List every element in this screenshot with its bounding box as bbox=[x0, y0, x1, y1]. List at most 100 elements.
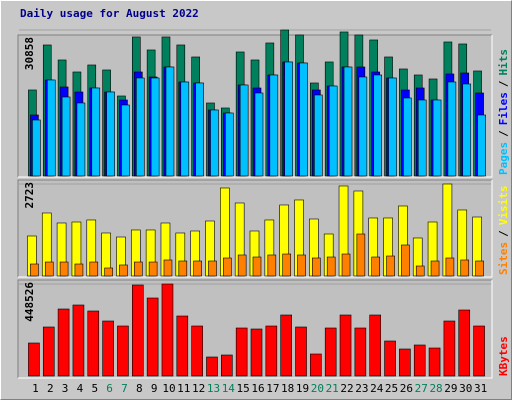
bar bbox=[57, 308, 70, 377]
bar bbox=[221, 354, 233, 377]
bar bbox=[358, 76, 368, 177]
x-tick-label: 23 bbox=[355, 382, 368, 395]
bar bbox=[369, 314, 382, 377]
bar bbox=[473, 325, 485, 377]
bar bbox=[297, 254, 306, 277]
plot-border bbox=[17, 179, 492, 277]
bar bbox=[447, 81, 457, 177]
bar bbox=[208, 260, 217, 277]
x-tick-label: 26 bbox=[400, 382, 413, 395]
bar bbox=[417, 99, 427, 177]
bar bbox=[44, 261, 54, 277]
bar bbox=[46, 79, 56, 177]
bar bbox=[61, 96, 71, 177]
bar bbox=[91, 87, 101, 177]
legend: Pages / Files / Hits bbox=[497, 49, 510, 175]
plot-border bbox=[17, 34, 492, 177]
plot-border-light bbox=[18, 35, 493, 178]
y-tick-label: 30858 bbox=[23, 37, 36, 70]
x-tick-label: 28 bbox=[429, 382, 442, 395]
plot-border-light bbox=[18, 280, 493, 379]
bar bbox=[178, 260, 188, 277]
bar bbox=[206, 356, 218, 377]
bar bbox=[267, 254, 277, 277]
x-tick-label: 21 bbox=[326, 382, 339, 395]
legend: KBytes bbox=[497, 336, 510, 376]
x-tick-label: 11 bbox=[177, 382, 190, 395]
plot-border bbox=[17, 279, 492, 378]
bar bbox=[121, 104, 130, 177]
bar bbox=[445, 257, 455, 277]
bar bbox=[131, 284, 144, 377]
legend-entry: Pages bbox=[497, 142, 510, 175]
x-tick-label: 29 bbox=[444, 382, 457, 395]
bar bbox=[401, 244, 410, 277]
bar bbox=[119, 264, 128, 277]
bar bbox=[343, 66, 353, 177]
x-tick-label: 18 bbox=[281, 382, 294, 395]
bar bbox=[477, 114, 486, 177]
x-tick-label: 3 bbox=[62, 382, 69, 395]
bar bbox=[326, 256, 336, 277]
bar bbox=[299, 62, 308, 177]
x-tick-label: 16 bbox=[251, 382, 264, 395]
bar bbox=[413, 344, 426, 377]
bar bbox=[135, 77, 145, 177]
bar bbox=[403, 97, 412, 177]
bar bbox=[324, 327, 337, 377]
bar bbox=[117, 325, 129, 377]
legend-entry: Files bbox=[497, 92, 510, 125]
y-tick-label: 2723 bbox=[23, 182, 36, 209]
bar bbox=[312, 257, 321, 277]
bar bbox=[106, 91, 115, 177]
bar bbox=[104, 267, 113, 277]
bar bbox=[443, 320, 456, 377]
x-tick-label: 13 bbox=[207, 382, 220, 395]
x-tick-label: 20 bbox=[311, 382, 324, 395]
x-tick-label: 15 bbox=[237, 382, 250, 395]
x-tick-label: 7 bbox=[121, 382, 128, 395]
bar bbox=[42, 326, 55, 377]
bar bbox=[269, 74, 279, 177]
bar bbox=[388, 77, 397, 177]
bar bbox=[314, 94, 323, 177]
bar bbox=[265, 325, 278, 377]
bar bbox=[295, 326, 307, 377]
bar bbox=[87, 310, 100, 377]
bar bbox=[280, 314, 292, 377]
bar bbox=[458, 309, 471, 377]
bar bbox=[28, 342, 40, 377]
x-tick-label: 9 bbox=[151, 382, 158, 395]
bar bbox=[193, 260, 202, 277]
bar bbox=[225, 112, 234, 177]
x-tick-label: 31 bbox=[474, 382, 487, 395]
bar bbox=[210, 109, 219, 177]
bar bbox=[460, 259, 470, 277]
bar bbox=[341, 253, 351, 277]
bar bbox=[399, 348, 411, 377]
bar bbox=[146, 297, 159, 377]
bar bbox=[239, 84, 249, 177]
bar bbox=[354, 327, 367, 377]
bar bbox=[428, 347, 441, 377]
x-tick-label: 24 bbox=[370, 382, 384, 395]
x-tick-label: 6 bbox=[106, 382, 113, 395]
bar bbox=[430, 260, 440, 277]
bar bbox=[176, 315, 189, 377]
chart-title: Daily usage for August 2022 bbox=[20, 7, 199, 20]
x-tick-label: 22 bbox=[340, 382, 353, 395]
bar bbox=[191, 325, 203, 377]
legend: Sites / Visits bbox=[497, 186, 510, 276]
legend-separator: / bbox=[497, 80, 510, 87]
bar bbox=[462, 83, 472, 177]
bar bbox=[150, 77, 160, 177]
x-tick-label: 17 bbox=[266, 382, 279, 395]
x-tick-label: 2 bbox=[47, 382, 54, 395]
bar bbox=[148, 261, 158, 277]
bar bbox=[180, 81, 190, 177]
bar bbox=[250, 328, 263, 377]
bar bbox=[89, 261, 99, 277]
x-tick-label: 27 bbox=[415, 382, 428, 395]
